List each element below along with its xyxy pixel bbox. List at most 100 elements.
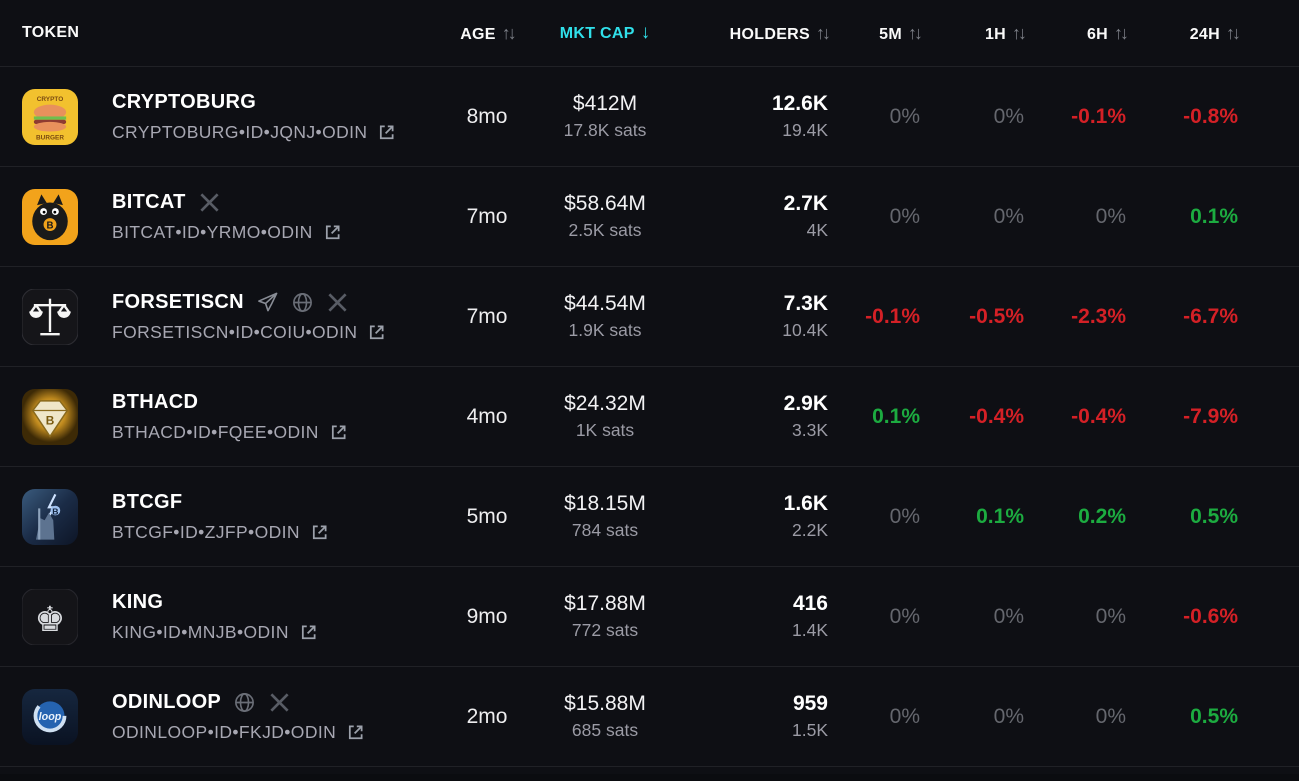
change-5m: 0%	[889, 604, 920, 628]
next-row-edge	[0, 766, 1299, 781]
column-label-holders: HOLDERS	[729, 25, 810, 43]
token-cell: loop ODINLOOP ODINLOOP•ID•FKJD•ODIN	[0, 688, 432, 745]
token-ticker-path: BITCAT•ID•YRMO•ODIN	[112, 222, 313, 242]
holders-count: 7.3K	[783, 292, 828, 316]
market-cap-usd: $44.54M	[564, 292, 646, 316]
globe-icon[interactable]	[233, 691, 256, 714]
holders-cell: 2.9K 3.3K	[668, 392, 828, 440]
change-5m: 0%	[889, 704, 920, 728]
change-24h: -0.8%	[1183, 104, 1238, 128]
column-header-5m[interactable]: 5M ↑↓	[828, 22, 923, 44]
external-link-icon[interactable]	[366, 322, 387, 343]
svg-text:B: B	[46, 413, 55, 427]
token-ticker-path: FORSETISCN•ID•COIU•ODIN	[112, 322, 358, 342]
change-5m: 0%	[889, 204, 920, 228]
sort-desc-icon[interactable]: ↓	[640, 22, 651, 43]
token-ticker-path: BTHACD•ID•FQEE•ODIN	[112, 422, 319, 442]
column-header-age[interactable]: AGE ↑↓	[432, 23, 542, 44]
holders-secondary: 10.4K	[782, 320, 828, 341]
token-row[interactable]: B BITCAT BITCAT•ID•YRMO•ODIN 7mo $58.64M…	[0, 166, 1299, 266]
market-cap-usd: $58.64M	[564, 192, 646, 216]
sort-arrows-icon[interactable]: ↑↓	[501, 22, 517, 43]
external-link-icon[interactable]	[345, 722, 366, 743]
token-age: 8mo	[466, 104, 508, 128]
token-social-links	[198, 191, 221, 214]
column-header-24h[interactable]: 24H ↑↓	[1126, 22, 1241, 44]
token-ticker-path: CRYPTOBURG•ID•JQNJ•ODIN	[112, 122, 368, 142]
token-row[interactable]: CRYPTO BURGER CRYPTOBURG CRYPTOBURG•ID•JQ…	[0, 66, 1299, 166]
column-label-24h: 24H	[1189, 25, 1220, 43]
loop-logo: loop	[22, 688, 78, 745]
scales-logo	[22, 288, 78, 345]
external-link-icon[interactable]	[322, 222, 343, 243]
holders-count: 12.6K	[771, 92, 828, 116]
column-header-mktcap[interactable]: MKT CAP ↓	[542, 22, 668, 44]
external-link-icon[interactable]	[328, 422, 349, 443]
token-row[interactable]: B BTHACD BTHACD•ID•FQEE•ODIN 4mo $24.32M…	[0, 366, 1299, 466]
column-label-6h: 6H	[1086, 25, 1108, 43]
market-cap-sats: 772 sats	[571, 620, 639, 641]
token-row[interactable]: FORSETISCN FORSETISCN•ID•COIU•ODIN 7mo $…	[0, 266, 1299, 366]
sort-arrows-icon[interactable]: ↑↓	[1012, 22, 1027, 43]
holders-cell: 12.6K 19.4K	[668, 92, 828, 140]
market-cap-cell: $24.32M 1K sats	[542, 392, 668, 440]
x-icon[interactable]	[326, 291, 349, 314]
change-5m: -0.1%	[865, 304, 920, 328]
market-cap-usd: $15.88M	[564, 692, 646, 716]
token-name: ODINLOOP	[112, 691, 222, 713]
holders-secondary: 1.5K	[792, 720, 828, 741]
change-1h: 0.1%	[976, 504, 1024, 528]
token-row[interactable]: B BTCGF BTCGF•ID•ZJFP•ODIN 5mo $18.15M 7…	[0, 466, 1299, 566]
external-link-icon[interactable]	[298, 622, 319, 643]
column-header-holders[interactable]: HOLDERS ↑↓	[668, 22, 831, 44]
change-24h: 0.5%	[1190, 504, 1238, 528]
external-link-icon[interactable]	[309, 522, 330, 543]
svg-text:loop: loop	[39, 711, 62, 723]
sort-arrows-icon[interactable]: ↑↓	[1226, 22, 1241, 43]
sort-arrows-icon[interactable]: ↑↓	[1114, 22, 1129, 43]
token-name: KING	[112, 591, 164, 613]
token-row[interactable]: loop ODINLOOP ODINLOOP•ID•FKJD•ODIN 2mo …	[0, 666, 1299, 766]
x-icon[interactable]	[268, 691, 291, 714]
change-24h: -0.6%	[1183, 604, 1238, 628]
change-24h: 0.5%	[1190, 704, 1238, 728]
sort-arrows-icon[interactable]: ↑↓	[908, 22, 923, 43]
telegram-icon[interactable]	[256, 291, 279, 314]
column-label-token: TOKEN	[22, 24, 80, 41]
external-link-icon[interactable]	[376, 122, 397, 143]
column-header-6h[interactable]: 6H ↑↓	[1024, 22, 1129, 44]
holders-cell: 1.6K 2.2K	[668, 492, 828, 540]
change-5m: 0.1%	[872, 404, 920, 428]
token-age: 7mo	[466, 204, 508, 228]
change-6h: -2.3%	[1071, 304, 1126, 328]
holders-secondary: 19.4K	[782, 120, 828, 141]
change-6h: -0.4%	[1071, 404, 1126, 428]
market-cap-sats: 1.9K sats	[568, 320, 642, 341]
svg-text:B: B	[52, 506, 58, 516]
token-ticker-path: ODINLOOP•ID•FKJD•ODIN	[112, 722, 337, 742]
svg-text:BURGER: BURGER	[36, 134, 64, 141]
token-age: 2mo	[466, 704, 508, 728]
change-1h: 0%	[993, 204, 1024, 228]
holders-count: 2.7K	[783, 192, 828, 216]
token-info: BTHACD BTHACD•ID•FQEE•ODIN	[112, 390, 424, 444]
market-cap-sats: 2.5K sats	[568, 220, 642, 241]
token-age: 7mo	[466, 304, 508, 328]
change-6h: 0.2%	[1078, 504, 1126, 528]
column-header-token: TOKEN	[0, 24, 432, 42]
globe-icon[interactable]	[291, 291, 314, 314]
holders-count: 2.9K	[783, 392, 828, 416]
market-cap-cell: $44.54M 1.9K sats	[542, 292, 668, 340]
market-cap-cell: $15.88M 685 sats	[542, 692, 668, 740]
column-header-1h[interactable]: 1H ↑↓	[920, 22, 1027, 44]
diamond-logo: B	[22, 388, 78, 445]
token-row[interactable]: ♚ KING KING•ID•MNJB•ODIN 9mo $17.88M 772…	[0, 566, 1299, 666]
token-ticker-path: KING•ID•MNJB•ODIN	[112, 622, 289, 642]
change-1h: -0.5%	[969, 304, 1024, 328]
token-age: 9mo	[466, 604, 508, 628]
token-social-links	[256, 291, 349, 314]
sort-arrows-icon[interactable]: ↑↓	[816, 22, 831, 43]
svg-text:B: B	[47, 220, 54, 231]
burger-logo: CRYPTO BURGER	[22, 88, 78, 145]
x-icon[interactable]	[198, 191, 221, 214]
